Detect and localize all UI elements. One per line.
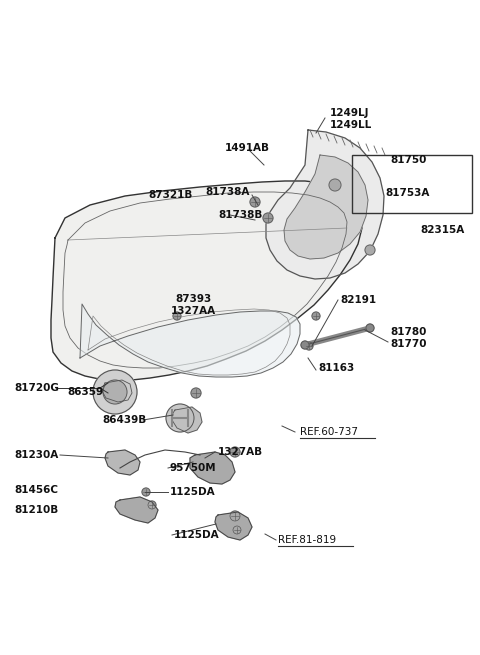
Polygon shape [190, 452, 235, 484]
Circle shape [312, 312, 320, 320]
Circle shape [366, 324, 374, 332]
Circle shape [148, 501, 156, 509]
Polygon shape [102, 380, 132, 402]
Circle shape [250, 197, 260, 207]
Text: 81210B: 81210B [14, 505, 58, 515]
Circle shape [173, 312, 181, 320]
Text: 81456C: 81456C [14, 485, 58, 495]
Circle shape [329, 179, 341, 191]
Circle shape [142, 488, 150, 496]
Circle shape [305, 342, 313, 350]
Text: 81750: 81750 [390, 155, 426, 165]
Polygon shape [284, 155, 368, 259]
Text: 87393
1327AA: 87393 1327AA [170, 294, 216, 316]
Circle shape [230, 511, 240, 521]
Text: 1491AB: 1491AB [225, 143, 270, 153]
Polygon shape [215, 512, 252, 540]
Polygon shape [80, 304, 300, 377]
Text: 81738B: 81738B [218, 210, 263, 220]
Circle shape [191, 388, 201, 398]
Text: 95750M: 95750M [170, 463, 216, 473]
Polygon shape [51, 181, 363, 380]
Text: REF.60-737: REF.60-737 [300, 427, 358, 437]
Polygon shape [266, 130, 384, 279]
Text: 81738A: 81738A [205, 187, 250, 197]
Circle shape [263, 213, 273, 223]
Polygon shape [115, 497, 158, 523]
Text: 81720G: 81720G [14, 383, 59, 393]
Text: 87321B: 87321B [148, 190, 192, 200]
Text: 81753A: 81753A [385, 188, 430, 198]
Text: 86439B: 86439B [102, 415, 146, 425]
Circle shape [230, 447, 240, 457]
Text: 1249LJ
1249LL: 1249LJ 1249LL [330, 108, 372, 130]
Circle shape [166, 404, 194, 432]
Text: 1125DA: 1125DA [174, 530, 220, 540]
Bar [352, 155, 472, 213]
Polygon shape [172, 407, 202, 433]
Text: 82191: 82191 [340, 295, 376, 305]
Circle shape [233, 526, 241, 534]
Text: 1327AB: 1327AB [218, 447, 263, 457]
Polygon shape [105, 450, 140, 475]
Circle shape [93, 370, 137, 414]
Text: 81230A: 81230A [14, 450, 58, 460]
Text: 86359: 86359 [67, 387, 103, 397]
Text: 81780
81770: 81780 81770 [390, 328, 427, 349]
Text: 1125DA: 1125DA [170, 487, 216, 497]
Circle shape [103, 380, 127, 404]
Text: REF.81-819: REF.81-819 [278, 535, 336, 545]
Text: 82315A: 82315A [420, 225, 464, 235]
Circle shape [365, 245, 375, 255]
Circle shape [301, 341, 309, 349]
Text: 81163: 81163 [318, 363, 354, 373]
